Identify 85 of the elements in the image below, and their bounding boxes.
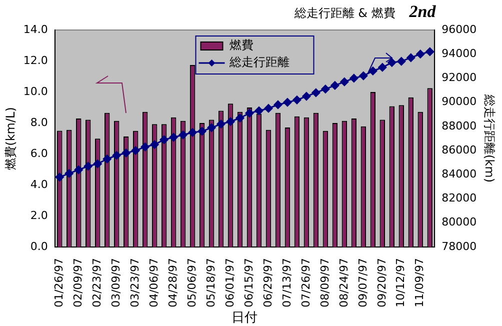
chart-title: 総走行距離 & 燃費 xyxy=(294,6,396,20)
x-tick-label: 03/09/97 xyxy=(109,258,122,308)
y-tick-label: 8.0 xyxy=(30,116,48,129)
x-tick-label: 08/09/97 xyxy=(318,258,332,308)
y2-tick-label: 82000 xyxy=(442,192,477,205)
point xyxy=(236,114,244,122)
x-tick-label: 06/29/97 xyxy=(261,258,274,308)
point xyxy=(140,142,150,152)
y2-tick-label: 94000 xyxy=(442,46,477,60)
y2-tick-label: 84000 xyxy=(442,168,477,181)
x-tick-label: 05/06/97 xyxy=(185,258,198,308)
point xyxy=(74,166,83,174)
point xyxy=(321,84,330,94)
legend-label: 総走行距離 xyxy=(228,55,290,70)
x-tick-label: 06/15/97 xyxy=(242,258,256,308)
point xyxy=(274,100,282,109)
point xyxy=(283,98,292,107)
y-tick-label: 0.0 xyxy=(30,240,48,253)
point xyxy=(254,106,264,116)
point xyxy=(378,63,387,72)
x-tick-label: 09/07/97 xyxy=(356,258,370,308)
y-tick-label: 4.0 xyxy=(30,178,48,191)
point xyxy=(264,104,273,113)
point xyxy=(178,130,188,140)
point xyxy=(207,123,216,132)
point xyxy=(169,133,178,142)
x-tick-label: 07/26/97 xyxy=(299,258,312,308)
x-tick-label: 01/26/97 xyxy=(52,258,66,308)
point xyxy=(292,96,302,104)
point xyxy=(188,128,197,137)
point xyxy=(350,74,358,82)
point xyxy=(55,172,64,182)
point xyxy=(131,146,140,155)
point xyxy=(122,148,130,158)
point xyxy=(112,151,121,160)
legend-label: 燃費 xyxy=(230,38,254,52)
point xyxy=(312,88,320,97)
point xyxy=(160,135,168,144)
x-tick-label: 09/20/97 xyxy=(375,258,388,308)
y2-axis-title: 総走行距離(km) xyxy=(482,93,497,183)
x-tick-label: 06/01/97 xyxy=(223,258,236,308)
y-tick-label: 14.0 xyxy=(23,22,48,36)
point xyxy=(397,57,406,66)
point xyxy=(388,58,396,67)
x-tick-label: 08/24/97 xyxy=(337,258,350,308)
y-tick-label: 12.0 xyxy=(23,54,48,67)
point xyxy=(150,140,159,149)
point xyxy=(359,72,368,80)
y2-tick-label: 86000 xyxy=(442,143,477,156)
point xyxy=(245,108,254,118)
x-tick-label: 10/12/97 xyxy=(394,258,408,308)
x-axis-title: 日付 xyxy=(232,310,258,326)
y-tick-label: 6.0 xyxy=(30,146,48,160)
x-tick-label: 07/13/97 xyxy=(280,258,294,308)
y2-tick-label: 92000 xyxy=(442,71,477,84)
point xyxy=(368,66,378,76)
y-tick-label: 10.0 xyxy=(23,84,48,98)
point xyxy=(93,160,102,168)
point xyxy=(198,127,206,136)
y2-tick-label: 90000 xyxy=(442,95,477,108)
point xyxy=(406,53,416,62)
y2-tick-label: 96000 xyxy=(442,22,477,36)
x-tick-label: 05/18/97 xyxy=(204,258,218,308)
chart-subtitle: 2nd xyxy=(409,2,436,21)
x-tick-label: 02/23/97 xyxy=(90,258,104,308)
y2-tick-label: 88000 xyxy=(442,119,477,132)
point xyxy=(426,47,434,56)
y-axis-title: 燃費(km/L) xyxy=(3,107,18,170)
point xyxy=(416,50,425,58)
x-tick-label: 04/28/97 xyxy=(166,258,180,308)
x-tick-label: 11/09/97 xyxy=(413,258,426,308)
point xyxy=(226,117,235,126)
point xyxy=(64,169,74,178)
x-tick-label: 02/09/97 xyxy=(71,258,84,308)
point xyxy=(330,81,340,90)
point xyxy=(302,92,311,101)
x-tick-label: 03/23/97 xyxy=(128,258,142,308)
point xyxy=(216,120,226,128)
y2-tick-label: 78000 xyxy=(442,240,477,253)
point xyxy=(102,154,112,164)
point xyxy=(340,78,349,86)
x-tick-label: 04/06/97 xyxy=(147,258,160,308)
y-tick-label: 2.0 xyxy=(30,208,48,222)
point xyxy=(84,162,92,170)
y2-tick-label: 80000 xyxy=(442,216,477,229)
